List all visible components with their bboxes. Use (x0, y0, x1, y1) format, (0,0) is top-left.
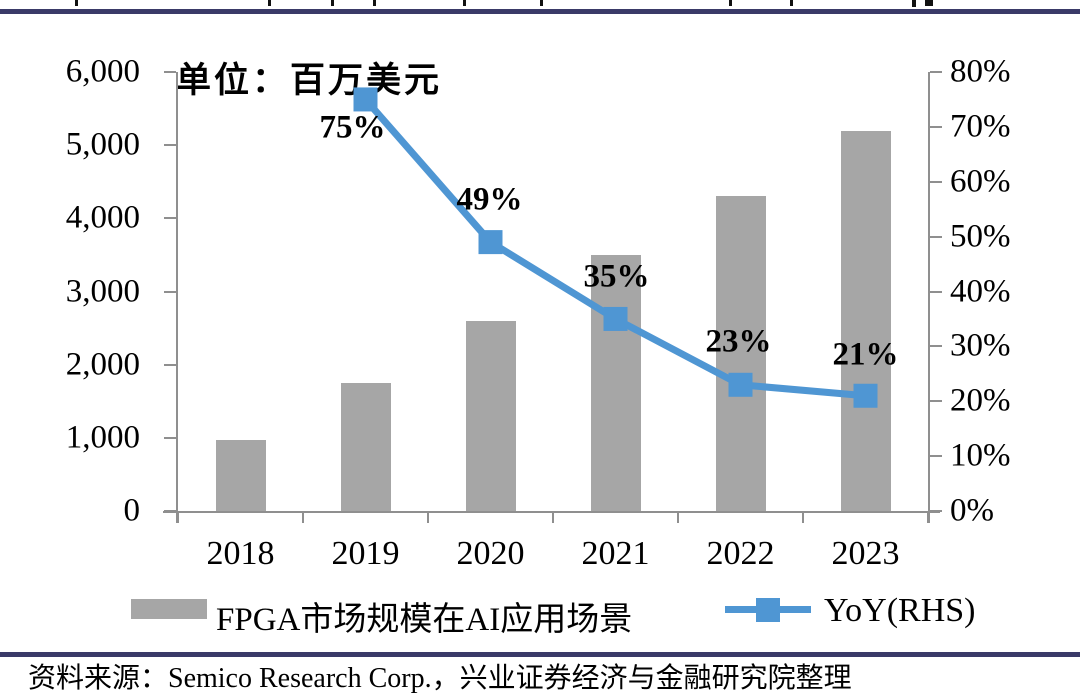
right-axis-tick (930, 71, 942, 73)
right-axis-tick (930, 235, 942, 238)
right-axis-tick (930, 455, 942, 458)
bar-2022 (715, 196, 766, 511)
glyph-fragment (912, 0, 916, 7)
x-axis-category-label: 2021 (581, 535, 650, 572)
left-axis-tick-label: 1,000 (65, 419, 140, 456)
x-axis-tick (302, 511, 304, 523)
left-axis-tick-label: 3,000 (65, 273, 140, 309)
bar-2019 (340, 382, 391, 511)
x-axis-category-label: 2023 (831, 535, 900, 572)
glyph-fragment (331, 0, 334, 6)
left-axis-tick (164, 217, 176, 220)
x-axis-line (163, 511, 940, 513)
left-axis-tick-label: 6,000 (65, 53, 140, 90)
right-axis-tick-label: 50% (950, 218, 1011, 255)
yoy-marker-icon (478, 230, 503, 255)
right-axis-tick (930, 510, 942, 512)
top-divider-rule (0, 9, 1080, 14)
x-axis-tick (552, 511, 554, 523)
right-axis-tick-label: 0% (950, 492, 994, 529)
glyph-fragment (75, 0, 78, 6)
yoy-point-label: 35% (583, 258, 650, 295)
right-axis-tick-label: 80% (950, 53, 1011, 90)
right-axis-line (928, 72, 930, 523)
yoy-line (362, 97, 866, 400)
left-axis-tick (164, 290, 176, 293)
right-axis-tick (930, 345, 942, 348)
glyph-fragment (925, 0, 933, 6)
x-axis-category-label: 2018 (206, 535, 275, 572)
right-axis-tick-label: 60% (950, 163, 1011, 200)
x-axis-category-label: 2022 (706, 535, 775, 572)
left-axis-tick (164, 71, 176, 73)
bar-2018 (215, 439, 266, 511)
yoy-point-label: 75% (319, 109, 386, 146)
data-source-note: 资料来源：Semico Research Corp.，兴业证券经济与金融研究院整… (28, 663, 852, 694)
yoy-point-label: 21% (832, 336, 899, 373)
yoy-marker-icon (853, 383, 878, 408)
left-axis-tick-label: 2,000 (65, 346, 140, 383)
glyph-fragment (790, 0, 793, 6)
left-axis-tick-label: 0 (123, 492, 141, 529)
unit-annotation: 单位：百万美元 (176, 61, 443, 100)
right-axis-tick-label: 40% (950, 273, 1011, 309)
x-axis-category-label: 2020 (456, 535, 525, 572)
x-axis-tick (802, 511, 804, 523)
right-axis-tick-label: 30% (950, 327, 1011, 364)
right-axis-tick (930, 180, 942, 183)
yoy-marker-icon (603, 306, 628, 331)
legend: FPGA市场规模在AI应用场景 YoY(RHS) (0, 591, 1080, 638)
left-axis-tick-label: 4,000 (65, 199, 140, 236)
left-axis-tick (164, 363, 176, 366)
right-axis-tick (930, 125, 942, 128)
right-axis-tick-label: 70% (950, 108, 1011, 145)
left-axis-line (176, 72, 178, 523)
yoy-point-label: 23% (705, 323, 772, 360)
legend-bar-label: FPGA市场规模在AI应用场景 (216, 602, 633, 638)
bar-2023 (840, 130, 891, 511)
right-axis-tick-label: 10% (950, 437, 1011, 474)
left-axis-tick-label: 5,000 (65, 126, 140, 163)
glyph-fragment (729, 0, 732, 6)
glyph-fragment (268, 0, 271, 6)
left-axis-tick (164, 436, 176, 439)
legend-bar-swatch (131, 599, 207, 619)
x-axis-tick (177, 511, 179, 523)
right-axis-tick (930, 400, 942, 403)
glyph-fragment (540, 0, 543, 6)
bar-2020 (465, 320, 516, 511)
yoy-marker-icon (353, 87, 378, 112)
x-axis-tick (927, 511, 929, 523)
glyph-fragment (463, 0, 466, 6)
legend-line-label: YoY(RHS) (824, 592, 976, 629)
left-axis-tick (164, 144, 176, 147)
left-axis-tick (164, 510, 176, 512)
yoy-marker-icon (728, 372, 753, 397)
x-axis-category-label: 2019 (331, 535, 400, 572)
legend-line-marker-icon (756, 598, 780, 622)
yoy-point-label: 49% (456, 181, 523, 218)
right-axis-tick-label: 20% (950, 382, 1011, 419)
bar-2021 (590, 254, 641, 511)
bottom-divider-rule (0, 652, 1080, 657)
x-axis-tick (677, 511, 679, 523)
right-axis-tick (930, 290, 942, 293)
glyph-fragment (373, 0, 376, 6)
x-axis-tick (427, 511, 429, 523)
